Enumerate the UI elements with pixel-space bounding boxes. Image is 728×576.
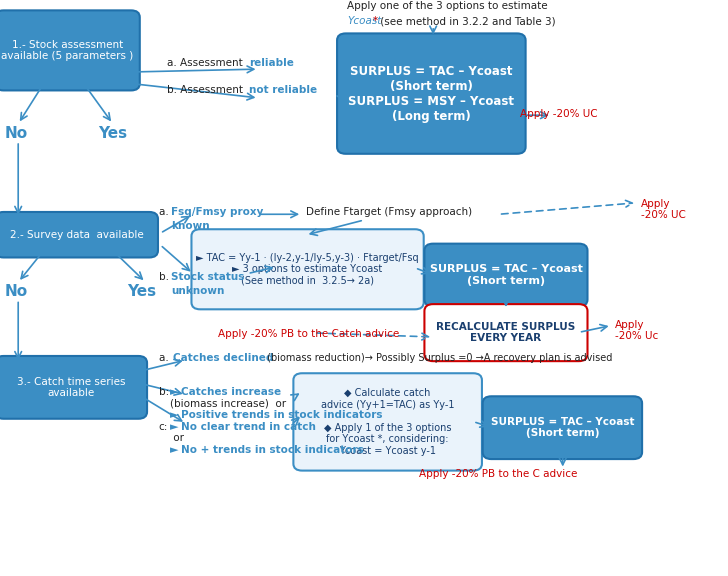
Text: a.: a.	[159, 353, 172, 362]
Text: No + trends in stock indicators: No + trends in stock indicators	[181, 445, 363, 454]
Text: b.: b.	[159, 272, 172, 282]
Text: b. Assessment: b. Assessment	[167, 85, 247, 95]
Text: (biomass reduction)→ Possibly Surplus =0 →A recovery plan is advised: (biomass reduction)→ Possibly Surplus =0…	[264, 353, 613, 362]
Text: 2.- Survey data  available: 2.- Survey data available	[9, 230, 143, 240]
Text: Apply
-20% UC: Apply -20% UC	[641, 199, 686, 221]
Text: Stock status: Stock status	[171, 272, 245, 282]
Text: Yes: Yes	[127, 284, 157, 299]
Text: Apply -20% PB to the Catch advice: Apply -20% PB to the Catch advice	[218, 329, 400, 339]
Text: Apply -20% PB to the C advice: Apply -20% PB to the C advice	[419, 469, 577, 479]
Text: Yes: Yes	[98, 126, 127, 141]
Text: ►: ►	[170, 387, 181, 397]
Text: RECALCULATE SURPLUS
EVERY YEAR: RECALCULATE SURPLUS EVERY YEAR	[436, 322, 576, 343]
Text: reliable: reliable	[249, 58, 294, 67]
Text: c:: c:	[159, 422, 168, 431]
Text: No clear trend in catch: No clear trend in catch	[181, 422, 315, 431]
Text: ► TAC = Yy-1 · (Iy-2,y-1/Iy-5,y-3) · Ftarget/Fsq
► 3 options to estimate Ycoast
: ► TAC = Yy-1 · (Iy-2,y-1/Iy-5,y-3) · Fta…	[197, 253, 419, 286]
Text: Apply -20% UC: Apply -20% UC	[520, 109, 598, 119]
Text: Positive trends in stock indicators: Positive trends in stock indicators	[181, 410, 382, 420]
FancyBboxPatch shape	[191, 229, 424, 309]
Text: unknown: unknown	[171, 286, 224, 296]
FancyBboxPatch shape	[483, 396, 642, 459]
FancyBboxPatch shape	[424, 304, 587, 361]
Text: not reliable: not reliable	[249, 85, 317, 95]
Text: SURPLUS = TAC – Ycoast
(Short term): SURPLUS = TAC – Ycoast (Short term)	[430, 264, 582, 286]
FancyBboxPatch shape	[0, 212, 158, 257]
Text: No: No	[5, 284, 28, 299]
Text: (see method in 3.2.2 and Table 3): (see method in 3.2.2 and Table 3)	[377, 16, 555, 26]
FancyBboxPatch shape	[337, 33, 526, 154]
Text: Apply one of the 3 options to estimate: Apply one of the 3 options to estimate	[347, 1, 548, 11]
Text: Fsq/Fmsy proxy: Fsq/Fmsy proxy	[171, 207, 264, 217]
Text: b:: b:	[159, 387, 169, 397]
Text: or: or	[170, 433, 183, 443]
Text: 1.- Stock assessment
available (5 parameters ): 1.- Stock assessment available (5 parame…	[1, 40, 133, 61]
Text: SURPLUS = TAC – Ycoast
(Short term): SURPLUS = TAC – Ycoast (Short term)	[491, 417, 634, 438]
Text: ►: ►	[170, 445, 181, 454]
Text: No: No	[5, 126, 28, 141]
Text: SURPLUS = TAC – Ycoast
(Short term)
SURPLUS = MSY – Ycoast
(Long term): SURPLUS = TAC – Ycoast (Short term) SURP…	[348, 65, 515, 123]
Text: Apply
-20% Uc: Apply -20% Uc	[615, 320, 658, 341]
Text: Define Ftarget (Fmsy approach): Define Ftarget (Fmsy approach)	[306, 207, 472, 217]
FancyBboxPatch shape	[293, 373, 482, 471]
Text: a.: a.	[159, 207, 172, 217]
Text: *: *	[373, 16, 378, 26]
Text: a. Assessment: a. Assessment	[167, 58, 247, 67]
Text: (biomass increase)  or: (biomass increase) or	[170, 399, 286, 408]
Text: ►: ►	[170, 422, 181, 431]
Text: 3.- Catch time series
available: 3.- Catch time series available	[17, 377, 125, 398]
Text: Catches increase: Catches increase	[181, 387, 281, 397]
Text: Catches declined: Catches declined	[173, 353, 273, 362]
FancyBboxPatch shape	[424, 244, 587, 306]
FancyBboxPatch shape	[0, 356, 147, 419]
Text: ◆ Calculate catch
advice (Yy+1=TAC) as Yy-1

◆ Apply 1 of the 3 options
for Ycoa: ◆ Calculate catch advice (Yy+1=TAC) as Y…	[321, 388, 454, 456]
Text: known: known	[171, 221, 210, 230]
Text: Ycoast: Ycoast	[347, 16, 381, 26]
Text: ►: ►	[170, 410, 181, 420]
FancyBboxPatch shape	[0, 10, 140, 90]
